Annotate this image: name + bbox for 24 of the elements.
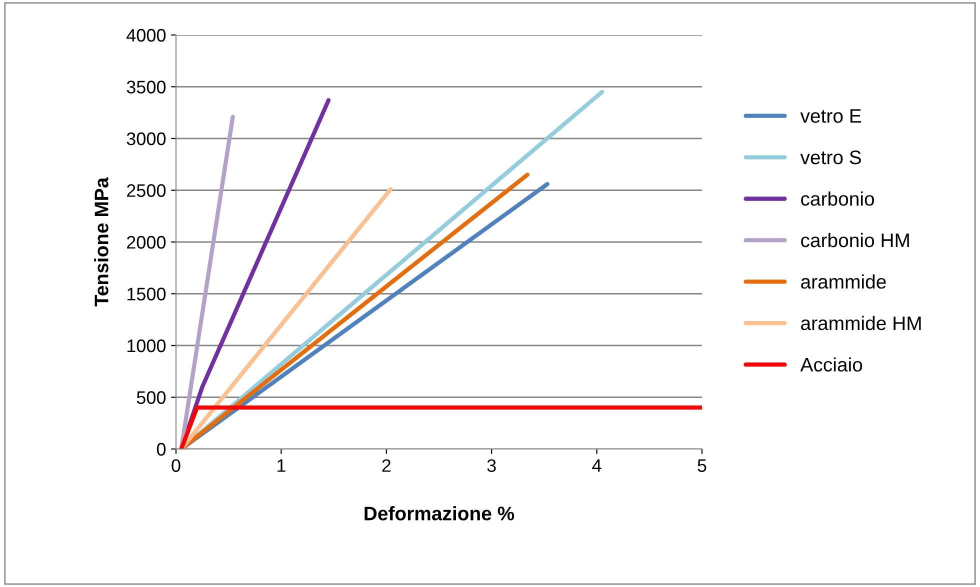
- y-tick-label: 4000: [126, 28, 166, 42]
- y-tick-label: 2000: [127, 236, 166, 249]
- legend-label: Acciaio: [800, 357, 862, 372]
- x-tick-label: 3: [487, 459, 496, 472]
- x-tick-label: 4: [592, 459, 602, 472]
- y-tick-label: 0: [156, 442, 166, 456]
- y-tick-label: 3000: [126, 132, 166, 146]
- y-tick-label: 500: [136, 391, 166, 404]
- legend-label: carbonio HM: [801, 232, 909, 248]
- legend-label: vetro E: [800, 109, 862, 123]
- y-axis-title: Tensione MPa: [94, 177, 108, 306]
- y-tick-label: 3500: [126, 80, 166, 94]
- x-tick-label: 2: [382, 459, 391, 472]
- legend-label: vetro S: [800, 150, 861, 164]
- legend-label: carbonio: [801, 191, 874, 206]
- x-axis-title: Deformazione %: [364, 506, 514, 520]
- y-tick-label: 1000: [127, 339, 166, 352]
- legend-label: arammide HM: [801, 316, 921, 330]
- x-tick-label: 0: [172, 459, 180, 472]
- x-tick-label: 5: [698, 459, 706, 472]
- x-tick-label: 1: [278, 459, 286, 472]
- y-tick-label: 1500: [127, 288, 166, 300]
- legend-label: arammide: [801, 274, 886, 289]
- y-tick-label: 2500: [127, 184, 166, 197]
